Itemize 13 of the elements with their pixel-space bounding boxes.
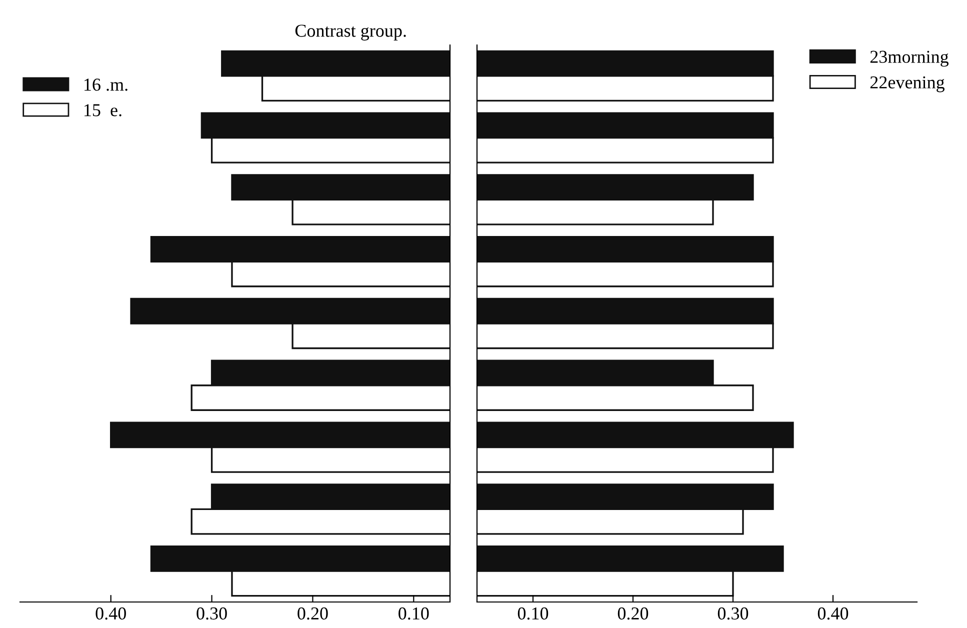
x-tick-label: 0.10 (518, 607, 548, 620)
chart-title: Contrast group. (295, 24, 406, 41)
x-tick-label: 0.20 (618, 607, 648, 620)
legend-label: 23morning (870, 50, 949, 67)
legend-label: 16 .m. (84, 78, 128, 91)
x-tick-label: 0.40 (818, 607, 848, 620)
x-tick-label: 0.30 (196, 607, 227, 620)
x-tick-label: 0.30 (718, 607, 748, 620)
x-tick-label: 0.40 (96, 607, 126, 620)
legend-label: 15 e. (84, 104, 122, 116)
x-tick-label: 0.20 (298, 607, 328, 620)
x-tick-label: 0.10 (398, 607, 429, 620)
legend-label: 22evening (870, 76, 944, 92)
